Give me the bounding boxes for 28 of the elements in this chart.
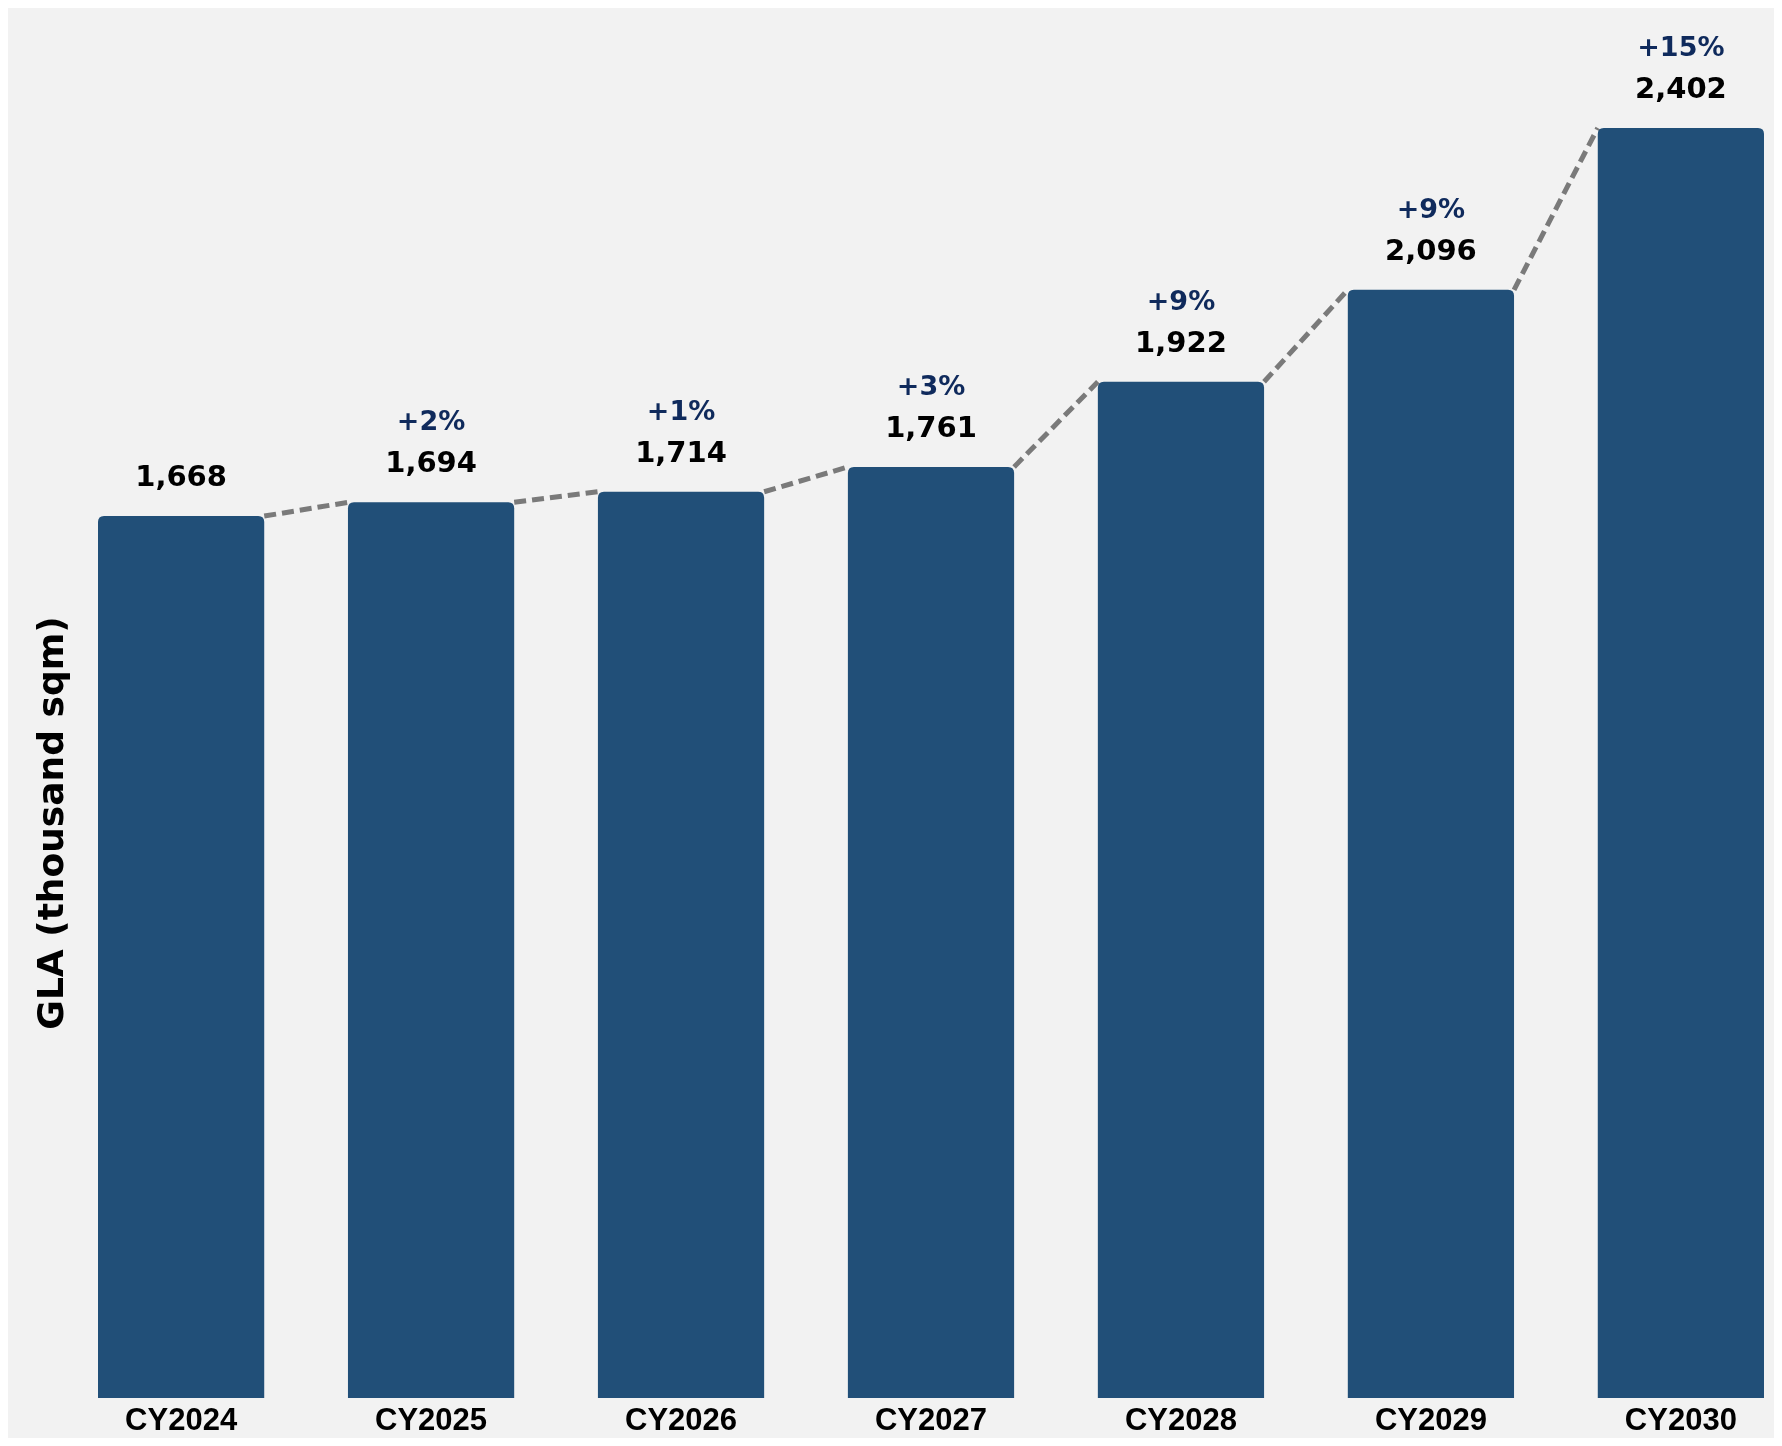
bar <box>98 516 265 1398</box>
bar <box>1597 128 1764 1398</box>
annotation: +1% <box>646 394 716 426</box>
x-tick-label: CY2028 <box>1124 1402 1237 1437</box>
bar <box>1347 289 1515 1398</box>
annotation: +15% <box>1637 31 1725 62</box>
data-label: 1,761 <box>885 409 977 444</box>
data-label: 1,714 <box>635 434 727 469</box>
bar <box>1097 381 1265 1398</box>
x-tick-label: CY2027 <box>874 1402 988 1437</box>
x-tick-label: CY2029 <box>1374 1402 1487 1437</box>
data-label: 2,402 <box>1635 71 1727 105</box>
y-axis-title: GLA (thousand sqm) <box>30 616 71 1030</box>
x-tick-label: CY2025 <box>375 1402 488 1437</box>
annotation: +9% <box>1396 192 1466 224</box>
bar <box>847 466 1015 1398</box>
bar <box>347 502 515 1398</box>
data-label: 1,668 <box>135 459 227 494</box>
data-label: 1,694 <box>385 445 477 480</box>
x-tick-label: CY2026 <box>625 1402 738 1437</box>
bar <box>597 491 765 1398</box>
data-label: 2,096 <box>1385 232 1477 267</box>
annotation: +3% <box>896 369 966 401</box>
x-tick-label: CY2024 <box>125 1402 238 1437</box>
annotation: +2% <box>396 405 466 437</box>
data-label: 1,922 <box>1135 324 1227 359</box>
x-tick-label: CY2030 <box>1624 1402 1737 1437</box>
annotation: +9% <box>1146 284 1216 316</box>
